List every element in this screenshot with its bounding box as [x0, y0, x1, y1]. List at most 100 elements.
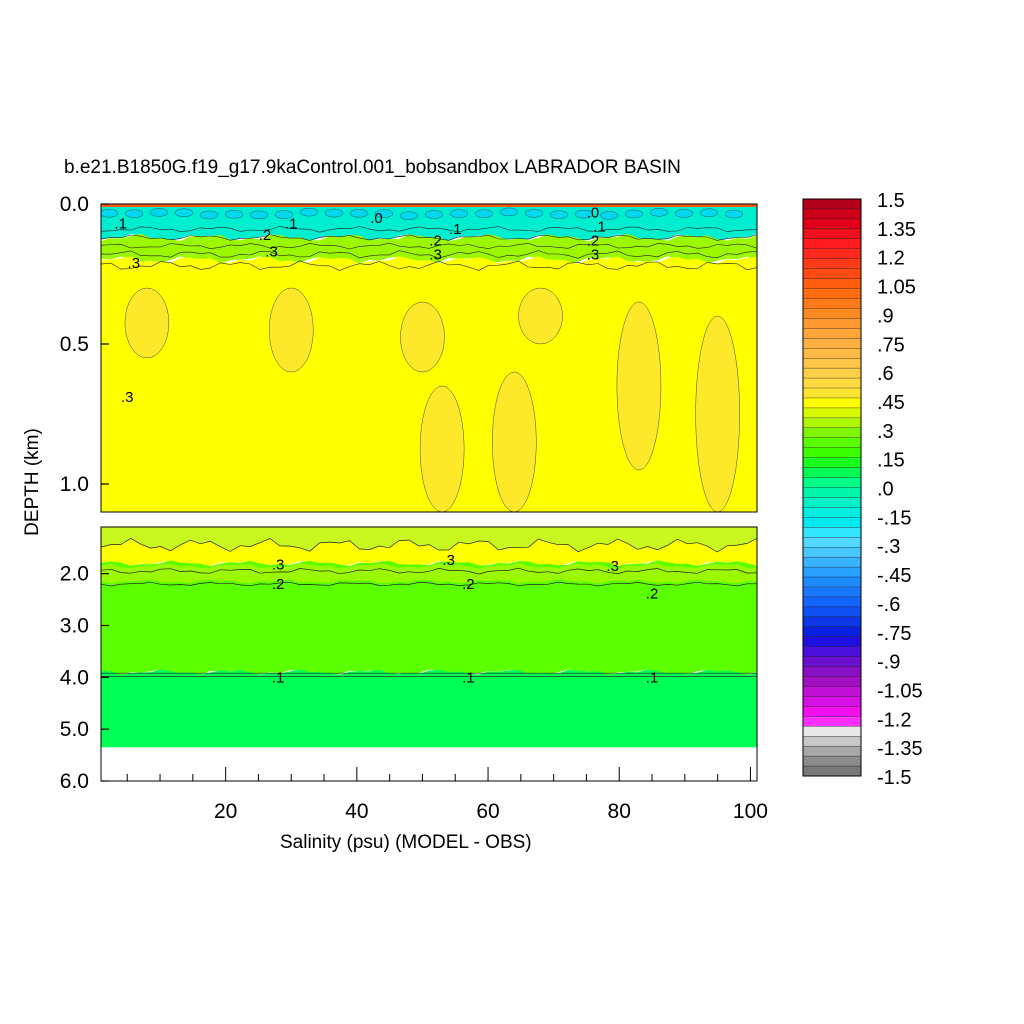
y-tick-label: 0.5	[60, 333, 89, 356]
colorbar-label: -.6	[877, 594, 900, 616]
colorbar-swatch	[802, 258, 862, 270]
surface-cell	[349, 209, 369, 218]
surface-cell	[574, 209, 594, 219]
colorbar-swatch	[802, 586, 862, 598]
colorbar-swatch	[802, 616, 862, 628]
contour-line	[101, 567, 757, 575]
colorbar-label: -1.35	[877, 738, 923, 760]
colorbar-swatch	[802, 238, 862, 250]
contour-label: .1	[646, 669, 659, 686]
surface-cell	[399, 211, 419, 220]
colorbar-label: 1.05	[877, 277, 916, 299]
colorbar-label: 1.35	[877, 219, 916, 241]
colorbar-label: .15	[877, 450, 905, 472]
x-tick-label: 60	[476, 800, 499, 823]
colorbar-swatch	[802, 288, 862, 299]
colorbar-swatch	[802, 527, 862, 538]
colorbar-swatch	[802, 716, 862, 727]
y-tick-label: 2.0	[60, 563, 89, 586]
colorbar-swatch	[802, 367, 862, 379]
colorbar-label: -1.2	[877, 709, 911, 731]
colorbar-swatch	[802, 745, 862, 757]
surface-cell	[424, 210, 444, 219]
colorbar-label: 1.5	[877, 190, 905, 212]
surface-cell	[374, 209, 394, 218]
lower-panel-fill	[101, 527, 757, 781]
colorbar-swatch	[802, 328, 862, 339]
surface-strip	[101, 204, 757, 207]
colorbar-swatch	[802, 228, 862, 240]
colorbar-swatch	[802, 348, 862, 359]
colorbar-swatch	[802, 298, 862, 309]
colorbar-swatch	[802, 198, 862, 210]
colorbar-label: .9	[877, 305, 894, 327]
fill-region-lower-mid	[101, 560, 757, 676]
colorbar-frame	[802, 198, 862, 777]
surface-cell	[174, 208, 194, 217]
colorbar-swatch	[802, 487, 862, 498]
colorbar-swatch	[802, 278, 862, 290]
surface-cell	[549, 210, 569, 219]
lower-panel-frame	[100, 526, 758, 782]
colorbar-swatch	[802, 248, 862, 260]
fill-region-thermocline	[101, 256, 757, 512]
y-tick-label: 5.0	[60, 718, 89, 741]
surface-cell	[499, 207, 519, 217]
colorbar-swatch	[802, 407, 862, 419]
colorbar-swatch	[802, 517, 862, 528]
colorbar-swatch	[802, 387, 862, 399]
colorbar-swatch	[802, 606, 862, 618]
colorbar-swatch	[802, 268, 862, 280]
colorbar-label: -.45	[877, 565, 911, 587]
colorbar-swatch	[802, 686, 862, 697]
colorbar-swatch	[802, 656, 862, 668]
colorbar-swatch	[802, 636, 862, 648]
fill-region-transition	[101, 563, 757, 584]
colorbar-swatch	[802, 765, 862, 777]
surface-cell	[124, 209, 144, 218]
surface-cell	[324, 208, 344, 218]
y-tick-label: 6.0	[60, 770, 89, 793]
colorbar-label: .45	[877, 392, 905, 414]
warm-pocket	[419, 385, 465, 512]
colorbar-label: -.15	[877, 507, 911, 529]
contour-label: .3	[442, 552, 455, 569]
colorbar-swatch	[802, 666, 862, 678]
contour-label: .2	[646, 585, 659, 602]
contour-line	[101, 250, 757, 259]
colorbar-swatch	[802, 626, 862, 638]
contour-label: .3	[606, 558, 619, 575]
surface-cell	[674, 209, 694, 218]
colorbar-swatch	[802, 696, 862, 707]
colorbar-swatch	[802, 736, 862, 747]
colorbar-swatch	[802, 427, 862, 439]
contour-line	[101, 537, 757, 553]
colorbar-swatch	[802, 397, 862, 409]
y-tick-label: 0.0	[60, 193, 89, 216]
warm-pocket	[124, 287, 170, 359]
contour-label: .3	[587, 246, 600, 263]
contour-label: .2	[587, 232, 600, 249]
y-tick-label: 3.0	[60, 614, 89, 637]
contour-label: .3	[429, 246, 442, 263]
surface-cell	[649, 208, 669, 217]
warm-pocket	[518, 287, 563, 345]
colorbar-swatch	[802, 417, 862, 429]
x-tick-label: 40	[345, 800, 368, 823]
colorbar-swatch	[802, 646, 862, 658]
colorbar-label: .3	[877, 421, 894, 443]
colorbar-swatch	[802, 507, 862, 518]
x-tick-label: 20	[214, 800, 237, 823]
contour-label: .1	[593, 218, 606, 235]
colorbar-swatch	[802, 457, 862, 469]
contour-line	[101, 260, 757, 271]
contour-label: .1	[285, 216, 298, 233]
surface-cell	[624, 209, 644, 219]
x-axis-label: Salinity (psu) (MODEL - OBS)	[280, 832, 532, 853]
colorbar-label: -.3	[877, 536, 900, 558]
contour-label: .0	[587, 204, 600, 221]
contour-label: .0	[370, 210, 383, 227]
x-tick-label: 80	[608, 800, 631, 823]
colorbar-label: -1.05	[877, 680, 923, 702]
